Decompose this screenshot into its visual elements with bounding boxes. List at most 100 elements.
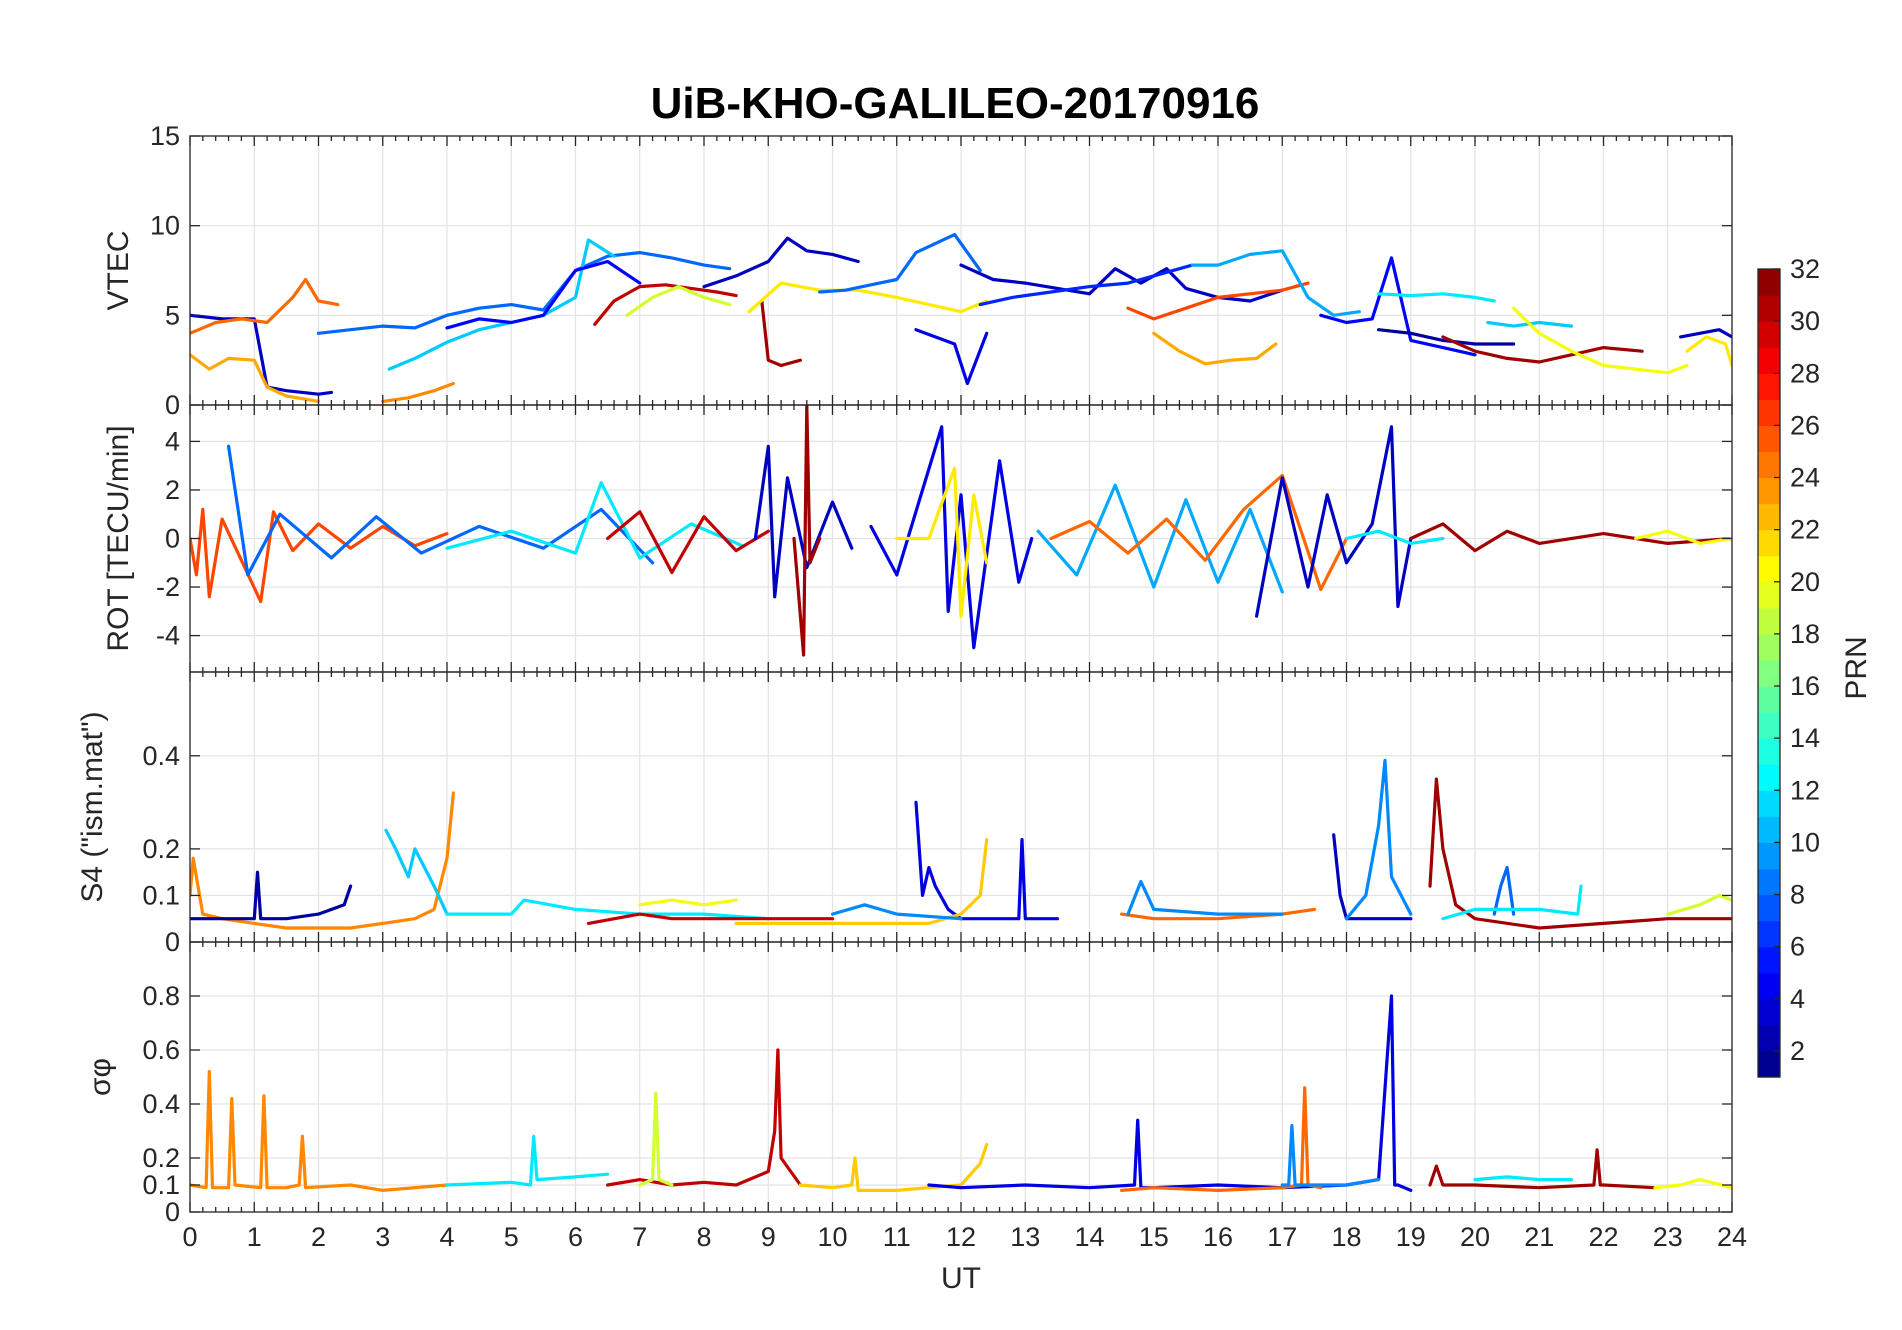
series-prn-26 — [1126, 281, 1310, 321]
series-group — [190, 233, 1732, 403]
x-axis: 0 1 2 3 4 5 6 7 8 9 10 11 12 13 14 15 16 17 18 19 20 21 22 23 24 — [182, 1222, 1747, 1252]
series-prn-30 — [605, 1048, 803, 1187]
x-tick-label: 0 — [182, 1222, 197, 1252]
series-prn-6 — [978, 263, 1194, 307]
series-prn-12 — [445, 1134, 610, 1187]
series-prn-4 — [869, 425, 1034, 650]
series-prn-10 — [1190, 249, 1361, 317]
colorbar-tick-label: 14 — [1790, 723, 1820, 753]
y-tick-label: 0 — [165, 1197, 180, 1227]
series-prn-21 — [1685, 335, 1732, 368]
colorbar-swatch — [1758, 712, 1780, 739]
y-tick-label: 0 — [165, 524, 180, 554]
colorbar-tick-label: 8 — [1790, 880, 1805, 910]
y-axis-label: VTEC — [102, 230, 135, 310]
series-prn-11 — [1486, 320, 1574, 328]
series-prn-3 — [190, 313, 333, 396]
series-prn-31 — [1409, 522, 1732, 553]
series-prn-19 — [638, 1091, 674, 1187]
series-prn-30 — [605, 510, 770, 575]
x-tick-label: 19 — [1396, 1222, 1426, 1252]
x-tick-label: 21 — [1524, 1222, 1554, 1252]
series-prn-30 — [593, 283, 738, 326]
x-tick-label: 20 — [1460, 1222, 1490, 1252]
colorbar-swatch — [1758, 477, 1780, 505]
colorbar-tick-label: 16 — [1790, 671, 1820, 701]
y-tick-label: 0.1 — [142, 880, 180, 910]
colorbar-swatch — [1758, 581, 1780, 609]
x-tick-label: 18 — [1331, 1222, 1361, 1252]
series-prn-3 — [1332, 833, 1413, 921]
x-tick-label: 6 — [568, 1222, 583, 1252]
x-tick-label: 8 — [696, 1222, 711, 1252]
series-prn-12 — [445, 481, 745, 560]
colorbar-tick-label: 6 — [1790, 932, 1805, 962]
series-prn-21 — [747, 281, 989, 314]
x-tick-label: 2 — [311, 1222, 326, 1252]
y-tick-label: -2 — [156, 572, 180, 602]
colorbar-swatch — [1758, 659, 1780, 687]
colorbar-tick-label: 20 — [1790, 567, 1820, 597]
colorbar-tick-label: 32 — [1790, 254, 1820, 284]
panel-s4: 0 0.1 0.2 0.4 S4 ("ism.mat") — [76, 671, 1733, 957]
series-prn-8 — [1492, 865, 1516, 916]
y-tick-label: 0.2 — [142, 1143, 180, 1173]
y-tick-label: 0 — [165, 390, 180, 420]
colorbar-tick-label: 22 — [1790, 515, 1820, 545]
series-group — [190, 758, 1732, 930]
x-tick-label: 11 — [883, 1222, 911, 1252]
x-axis-label: UT — [941, 1262, 981, 1295]
colorbar-swatch — [1758, 894, 1780, 922]
y-tick-label: 0.2 — [142, 834, 180, 864]
y-tick-label: 10 — [150, 211, 180, 241]
colorbar-swatch — [1758, 790, 1780, 817]
series-prn-4 — [914, 328, 989, 386]
series-prn-31 — [1428, 1148, 1657, 1190]
colorbar-swatch — [1758, 764, 1780, 791]
x-tick-label: 3 — [375, 1222, 390, 1252]
series-prn-31 — [792, 405, 822, 657]
y-tick-label: 0.8 — [142, 981, 180, 1011]
x-tick-label: 15 — [1139, 1222, 1169, 1252]
colorbar-swatch — [1758, 1050, 1780, 1078]
series-prn-23 — [1152, 331, 1278, 366]
y-tick-label: 15 — [150, 121, 180, 151]
series-prn-4 — [914, 800, 1060, 921]
x-tick-label: 17 — [1267, 1222, 1297, 1252]
series-prn-31 — [1428, 777, 1732, 930]
colorbar-swatch — [1758, 295, 1780, 322]
panel-rot: -4 -2 0 2 4 ROT [TECU/min] — [102, 404, 1733, 673]
colorbar-tick-label: 26 — [1790, 410, 1820, 440]
series-prn-31 — [760, 299, 803, 368]
colorbar-tick-label: 30 — [1790, 306, 1820, 336]
series-prn-26 — [190, 507, 449, 604]
panel-sigphi: 00.10.2 0.4 0.6 0.8 σφ — [84, 941, 1733, 1227]
colorbar-swatch — [1758, 998, 1780, 1026]
colorbar-swatch — [1758, 633, 1780, 661]
series-prn-20 — [1633, 529, 1732, 546]
colorbar-tick-label: 12 — [1790, 775, 1820, 805]
series-prn-21 — [895, 466, 989, 618]
y-tick-label: 5 — [165, 300, 180, 330]
colorbar-swatch — [1758, 842, 1780, 870]
y-tick-label: 0.6 — [142, 1035, 180, 1065]
series-prn-9 — [1126, 879, 1284, 916]
x-tick-label: 22 — [1588, 1222, 1618, 1252]
series-prn-24 — [381, 381, 455, 403]
series-prn-25 — [1119, 907, 1317, 921]
series-group — [190, 405, 1732, 657]
series-prn-20 — [1653, 1177, 1732, 1190]
x-tick-label: 4 — [439, 1222, 454, 1252]
colorbar-swatch — [1758, 1024, 1780, 1052]
colorbar-swatch — [1758, 503, 1780, 531]
x-tick-label: 1 — [247, 1222, 262, 1252]
series-prn-3 — [1678, 328, 1732, 339]
colorbar-swatch — [1758, 555, 1780, 583]
y-tick-label: -4 — [156, 621, 180, 651]
colorbar-label: PRN — [1840, 636, 1873, 699]
colorbar-swatch — [1758, 425, 1780, 453]
y-axis-label: σφ — [84, 1058, 117, 1096]
series-prn-30 — [586, 912, 835, 926]
series-prn-3 — [702, 236, 860, 289]
